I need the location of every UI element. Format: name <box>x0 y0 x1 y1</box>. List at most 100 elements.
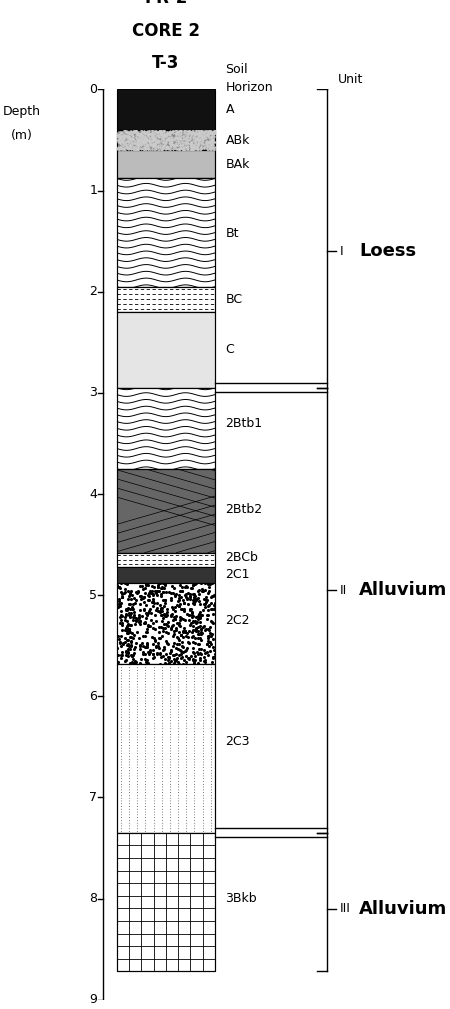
Point <box>148 127 155 143</box>
Point <box>180 128 187 144</box>
Point <box>194 627 201 643</box>
Point <box>196 604 203 621</box>
Point <box>187 131 194 147</box>
Point <box>166 124 174 140</box>
Point <box>162 136 169 152</box>
Point <box>119 134 126 150</box>
Point <box>166 134 173 150</box>
Point <box>163 131 171 147</box>
Point <box>177 131 184 147</box>
Point <box>197 645 204 661</box>
Point <box>133 612 140 629</box>
Point <box>150 630 157 646</box>
Point <box>147 133 154 149</box>
Point <box>136 595 144 611</box>
Point <box>147 585 154 601</box>
Text: Alluvium: Alluvium <box>359 581 447 599</box>
Point <box>140 133 147 149</box>
Point <box>182 139 189 155</box>
Point <box>194 126 202 142</box>
Point <box>121 122 128 138</box>
Point <box>176 140 183 156</box>
Point <box>192 652 199 668</box>
Point <box>159 140 166 156</box>
Point <box>125 141 132 157</box>
Point <box>152 133 159 149</box>
Point <box>164 652 171 668</box>
Point <box>155 133 162 149</box>
Point <box>143 130 150 146</box>
Point <box>194 129 202 145</box>
Point <box>186 125 193 141</box>
Point <box>176 140 183 156</box>
Text: 2C2: 2C2 <box>225 613 250 627</box>
Point <box>209 139 216 155</box>
Point <box>160 133 167 149</box>
Point <box>182 624 189 640</box>
Point <box>143 654 150 670</box>
Point <box>196 630 203 646</box>
Point <box>155 138 162 154</box>
Point <box>203 134 211 150</box>
Point <box>176 137 184 153</box>
Point <box>124 126 131 142</box>
Point <box>127 141 135 157</box>
Point <box>137 591 144 607</box>
Point <box>159 603 166 620</box>
Point <box>165 618 172 634</box>
Point <box>144 141 152 157</box>
Point <box>127 616 134 633</box>
Point <box>128 630 135 646</box>
Point <box>198 124 206 140</box>
Point <box>156 139 163 155</box>
Point <box>174 636 181 652</box>
Point <box>148 135 155 151</box>
Point <box>184 137 192 153</box>
Point <box>140 134 148 150</box>
Point <box>139 132 146 148</box>
Point <box>187 134 194 150</box>
Point <box>186 616 194 633</box>
Point <box>121 134 128 150</box>
Point <box>124 130 131 146</box>
Point <box>125 622 132 638</box>
Point <box>155 133 162 149</box>
Point <box>166 645 173 661</box>
Point <box>177 588 184 604</box>
Point <box>150 138 158 154</box>
Point <box>138 125 145 141</box>
Point <box>139 128 146 144</box>
Point <box>147 136 154 152</box>
Point <box>178 635 185 651</box>
Point <box>130 609 137 626</box>
Point <box>171 131 178 147</box>
Point <box>176 618 183 634</box>
Point <box>210 134 217 150</box>
Point <box>177 650 184 666</box>
Point <box>117 130 124 146</box>
Point <box>180 594 187 610</box>
Point <box>182 623 189 639</box>
Point <box>140 135 147 151</box>
Point <box>150 646 157 662</box>
Point <box>139 132 146 148</box>
Point <box>125 588 132 604</box>
Point <box>195 641 202 657</box>
Point <box>176 128 183 144</box>
Point <box>164 649 171 665</box>
Point <box>189 603 196 620</box>
Point <box>133 141 140 157</box>
Point <box>152 638 159 654</box>
Point <box>134 132 141 148</box>
Point <box>139 123 146 139</box>
Point <box>148 582 156 598</box>
Point <box>198 581 206 597</box>
Point <box>154 638 161 654</box>
Point <box>114 579 122 595</box>
Point <box>176 611 184 628</box>
Point <box>163 129 170 145</box>
Point <box>179 649 186 665</box>
Point <box>196 122 203 138</box>
Point <box>184 634 192 650</box>
Point <box>184 141 192 157</box>
